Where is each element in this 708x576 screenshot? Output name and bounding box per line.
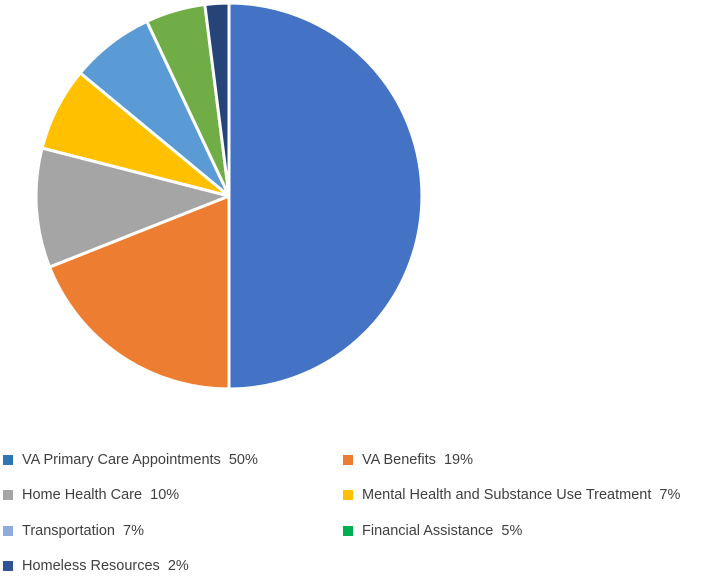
legend-label: Home Health Care 10%	[22, 487, 180, 503]
legend-label: VA Benefits 19%	[362, 452, 473, 468]
legend-swatch	[3, 561, 13, 571]
legend-item: VA Benefits 19%	[343, 450, 473, 470]
legend-swatch	[3, 455, 13, 465]
legend-item: Mental Health and Substance Use Treatmen…	[343, 485, 680, 505]
legend-item: Financial Assistance 5%	[343, 521, 522, 541]
pie-slice-0	[227, 1, 424, 391]
legend-item: Homeless Resources 2%	[3, 556, 189, 576]
legend-item: Transportation 7%	[3, 521, 144, 541]
pie-slice-1	[48, 194, 231, 391]
legend-label: Financial Assistance 5%	[362, 523, 523, 539]
legend-swatch	[343, 526, 353, 536]
legend-swatch	[3, 490, 13, 500]
legend-label: Mental Health and Substance Use Treatmen…	[362, 487, 681, 503]
legend-swatch	[343, 490, 353, 500]
legend-label: VA Primary Care Appointments 50%	[22, 452, 258, 468]
pie-slice-6	[203, 1, 231, 198]
legend-label: Homeless Resources 2%	[22, 558, 189, 574]
legend-swatch	[343, 455, 353, 465]
legend-label: Transportation 7%	[22, 523, 144, 539]
legend-item: VA Primary Care Appointments 50%	[3, 450, 258, 470]
pie-slice-2	[34, 146, 231, 269]
pie-chart	[34, 1, 424, 391]
legend-swatch	[3, 526, 13, 536]
legend-item: Home Health Care 10%	[3, 485, 179, 505]
